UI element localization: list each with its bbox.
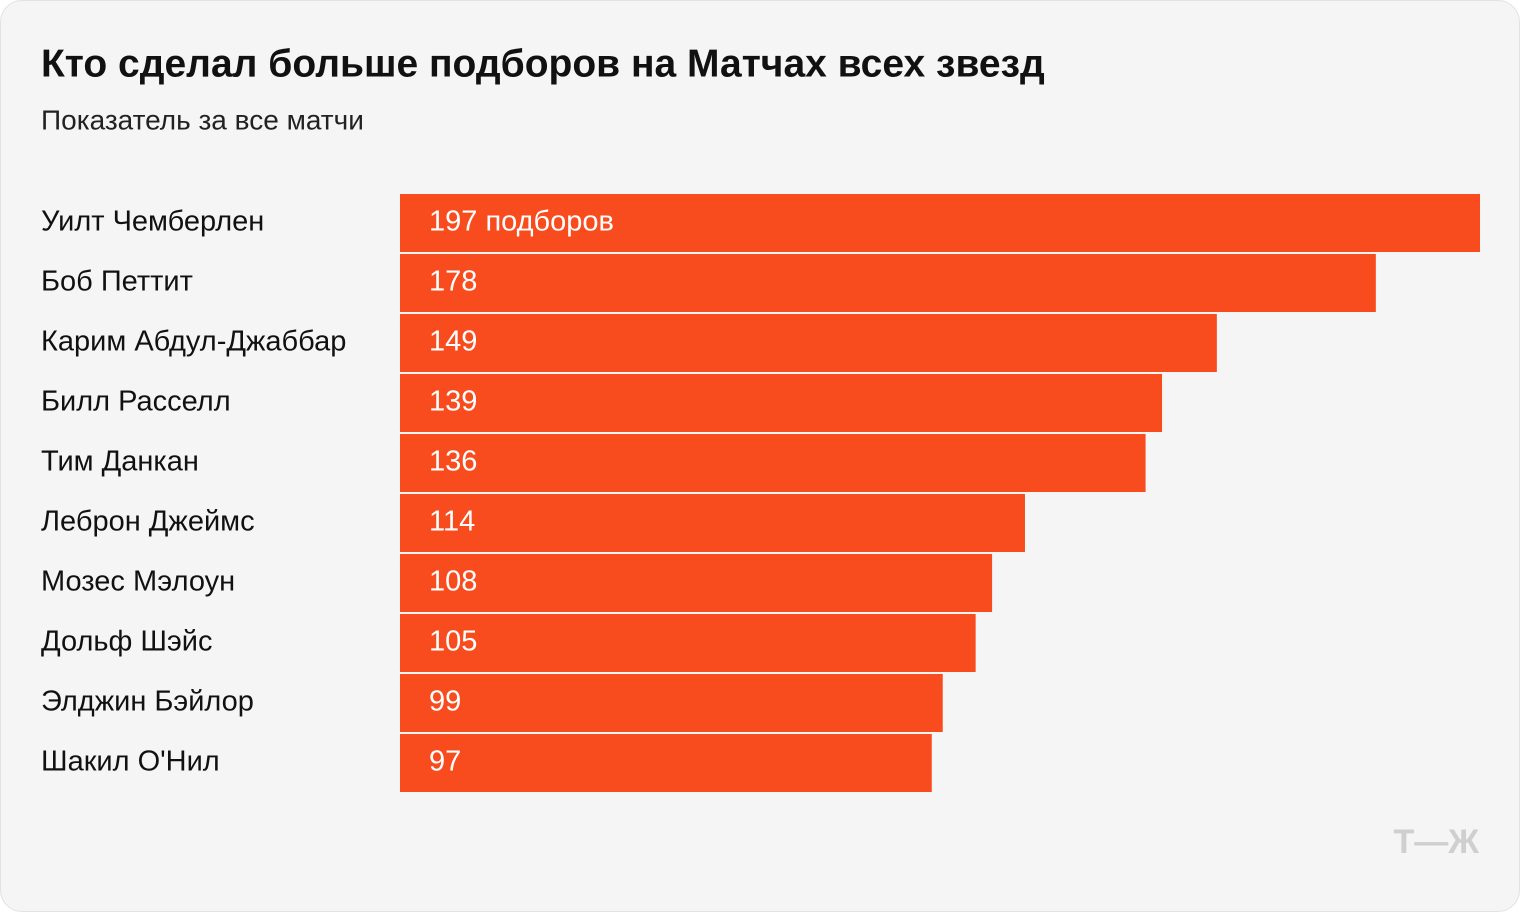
bar <box>400 554 993 612</box>
bar <box>400 614 976 672</box>
value-label: 149 <box>429 326 477 358</box>
bar <box>400 254 1376 312</box>
value-label: 136 <box>429 446 477 478</box>
bar <box>400 194 1480 252</box>
bar <box>400 494 1025 552</box>
bar <box>400 374 1163 432</box>
bar <box>400 674 943 732</box>
category-label: Мозес Мэлоун <box>41 566 235 598</box>
value-label: 105 <box>429 626 477 658</box>
value-label: 97 <box>429 746 461 778</box>
category-label: Карим Абдул-Джаббар <box>41 326 346 358</box>
value-label: 114 <box>429 506 475 538</box>
value-label: 197 подборов <box>429 206 614 238</box>
category-label: Шакил О'Нил <box>41 746 220 778</box>
chart-subtitle: Показатель за все матчи <box>41 104 364 135</box>
category-label: Элджин Бэйлор <box>41 686 254 718</box>
category-label: Билл Расселл <box>41 386 231 418</box>
chart-title: Кто сделал больше подборов на Матчах все… <box>41 42 1045 85</box>
bar <box>400 734 932 792</box>
category-label: Дольф Шэйс <box>41 626 212 658</box>
value-label: 178 <box>429 266 477 298</box>
category-label: Уилт Чемберлен <box>41 206 264 238</box>
category-label: Боб Петтит <box>41 266 193 298</box>
logo: Т—Ж <box>1394 823 1480 861</box>
bar <box>400 314 1217 372</box>
bar <box>400 434 1146 492</box>
category-label: Тим Данкан <box>41 446 199 478</box>
value-label: 99 <box>429 686 461 718</box>
value-label: 108 <box>429 566 477 598</box>
category-label: Леброн Джеймс <box>41 506 255 538</box>
value-label: 139 <box>429 386 477 418</box>
